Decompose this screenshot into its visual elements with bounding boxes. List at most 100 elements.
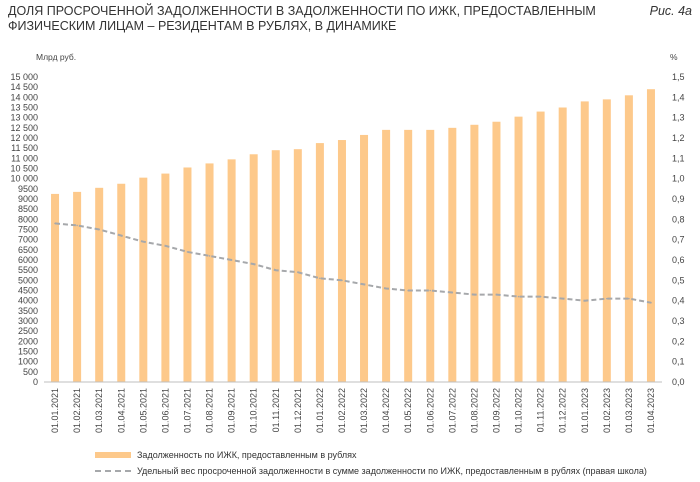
legend-bar-swatch <box>95 452 131 458</box>
y-left-tick-label: 14 500 <box>10 82 38 92</box>
y-left-tick-label: 7000 <box>18 235 38 245</box>
legend-line-label: Удельный вес просроченной задолженности … <box>137 466 647 476</box>
y-left-tick-label: 8000 <box>18 214 38 224</box>
figure-label: Рис. 4а <box>649 4 692 18</box>
y-right-tick-label: 0,9 <box>672 194 685 204</box>
line-point-01.12.2021 <box>297 271 299 274</box>
line-point-01.04.2021 <box>120 234 123 237</box>
y-right-tick-label: 0,8 <box>672 214 685 224</box>
y-left-tick-label: 11 500 <box>11 143 38 153</box>
bar-01.01.2022 <box>315 143 324 382</box>
bar-01.03.2022 <box>360 134 369 382</box>
x-tick-label: 01.05.2022 <box>403 388 413 433</box>
legend-bar-label: Задолженность по ИЖК, предоставленным в … <box>137 450 357 460</box>
x-tick-label: 01.03.2021 <box>94 388 104 433</box>
x-tick-label: 01.10.2022 <box>514 388 524 433</box>
bar-01.01.2021 <box>51 193 60 382</box>
y-left-tick-label: 3500 <box>18 306 38 316</box>
line-point-01.01.2022 <box>319 277 321 280</box>
y-left-tick-label: 0 <box>33 377 38 387</box>
y-right-tick-label: 1,3 <box>672 113 685 123</box>
bar-01.09.2022 <box>492 121 501 382</box>
y-right-tick-label: 0,5 <box>672 275 685 285</box>
line-point-01.07.2022 <box>451 291 454 294</box>
x-tick-label: 01.06.2022 <box>425 388 435 433</box>
y-left-tick-label: 12 000 <box>10 133 38 143</box>
bar-01.12.2022 <box>558 107 567 382</box>
x-tick-label: 01.09.2021 <box>227 388 237 433</box>
y-right-tick-label: 1,5 <box>672 72 685 82</box>
bar-01.06.2022 <box>426 129 435 382</box>
y-left-tick-label: 4000 <box>18 296 38 306</box>
y-right-tick-label: 1,0 <box>672 174 685 184</box>
x-tick-label: 01.01.2022 <box>315 388 325 433</box>
x-tick-label: 01.02.2023 <box>602 388 612 433</box>
y-left-tick-label: 8500 <box>18 204 38 214</box>
line-point-01.01.2023 <box>583 299 586 302</box>
y-right-tick-label: 0,1 <box>672 357 685 367</box>
x-tick-label: 01.04.2023 <box>646 388 656 433</box>
x-tick-label: 01.11.2022 <box>536 388 546 432</box>
line-point-01.08.2021 <box>208 255 211 257</box>
y-right-tick-label: 0,7 <box>672 235 685 245</box>
line-point-01.11.2022 <box>539 295 542 298</box>
bar-01.02.2022 <box>337 140 346 382</box>
y-left-tick-label: 6000 <box>18 255 38 265</box>
legend-line-swatch <box>95 470 131 472</box>
x-tick-label: 01.06.2021 <box>160 388 170 433</box>
legend: Задолженность по ИЖК, предоставленным в … <box>95 447 647 479</box>
line-point-01.02.2023 <box>606 297 608 300</box>
y-left-tick-label: 14 000 <box>10 92 38 102</box>
bar-01.01.2023 <box>580 101 589 383</box>
bar-01.04.2023 <box>646 89 655 382</box>
line-point-01.06.2022 <box>429 289 432 292</box>
y-right-tick-label: 1,2 <box>672 133 685 143</box>
line-point-01.08.2022 <box>473 293 476 296</box>
x-tick-label: 01.07.2021 <box>182 388 192 433</box>
line-point-01.05.2022 <box>407 289 409 292</box>
y-left-tick-label: 10 000 <box>10 174 38 184</box>
line-point-01.04.2022 <box>385 287 387 290</box>
line-point-01.09.2021 <box>230 259 233 261</box>
y-left-tick-label: 12 500 <box>10 123 38 133</box>
x-tick-label: 01.08.2022 <box>469 388 479 433</box>
y-left-tick-label: 1000 <box>18 357 38 367</box>
line-point-01.05.2021 <box>142 240 145 243</box>
y-left-tick-label: 13 000 <box>10 113 38 123</box>
bar-01.07.2021 <box>183 167 192 382</box>
chart-title: ДОЛЯ ПРОСРОЧЕННОЙ ЗАДОЛЖЕННОСТИ В ЗАДОЛЖ… <box>8 4 596 33</box>
y-left-tick-label: 4500 <box>18 286 38 296</box>
bar-01.12.2021 <box>293 149 302 382</box>
y-left-tick-label: 2000 <box>18 336 38 346</box>
y-left-tick-label: 13 500 <box>10 103 38 113</box>
line-point-01.03.2023 <box>628 297 630 300</box>
y-left-tick-label: 5000 <box>18 275 38 285</box>
bar-01.02.2023 <box>602 99 611 382</box>
line-point-01.09.2022 <box>495 293 498 296</box>
x-tick-label: 01.10.2021 <box>249 388 259 433</box>
y-left-tick-label: 10 500 <box>10 164 38 174</box>
x-tick-label: 01.04.2022 <box>381 388 391 433</box>
line-point-01.11.2021 <box>274 269 277 271</box>
bar-01.05.2021 <box>139 177 148 382</box>
y-right-tick-label: 0,2 <box>672 336 685 346</box>
bar-01.04.2022 <box>382 129 391 382</box>
y-left-tick-label: 1500 <box>18 347 38 357</box>
line-point-01.04.2023 <box>650 301 652 304</box>
x-tick-label: 01.05.2021 <box>138 388 148 433</box>
bar-01.09.2021 <box>227 159 236 382</box>
right-axis-unit: % <box>670 52 678 62</box>
line-point-01.02.2022 <box>341 279 343 282</box>
bar-01.03.2021 <box>95 187 104 382</box>
bar-01.10.2021 <box>249 154 258 382</box>
bar-01.11.2022 <box>536 111 545 383</box>
x-tick-label: 01.02.2022 <box>337 388 347 433</box>
line-point-01.03.2022 <box>363 283 365 286</box>
y-left-tick-label: 7500 <box>18 225 38 235</box>
y-right-tick-label: 0,6 <box>672 255 685 265</box>
y-left-tick-label: 9000 <box>18 194 38 204</box>
x-tick-label: 01.11.2021 <box>271 388 281 432</box>
bar-01.05.2022 <box>404 129 413 382</box>
bar-01.08.2021 <box>205 163 214 382</box>
